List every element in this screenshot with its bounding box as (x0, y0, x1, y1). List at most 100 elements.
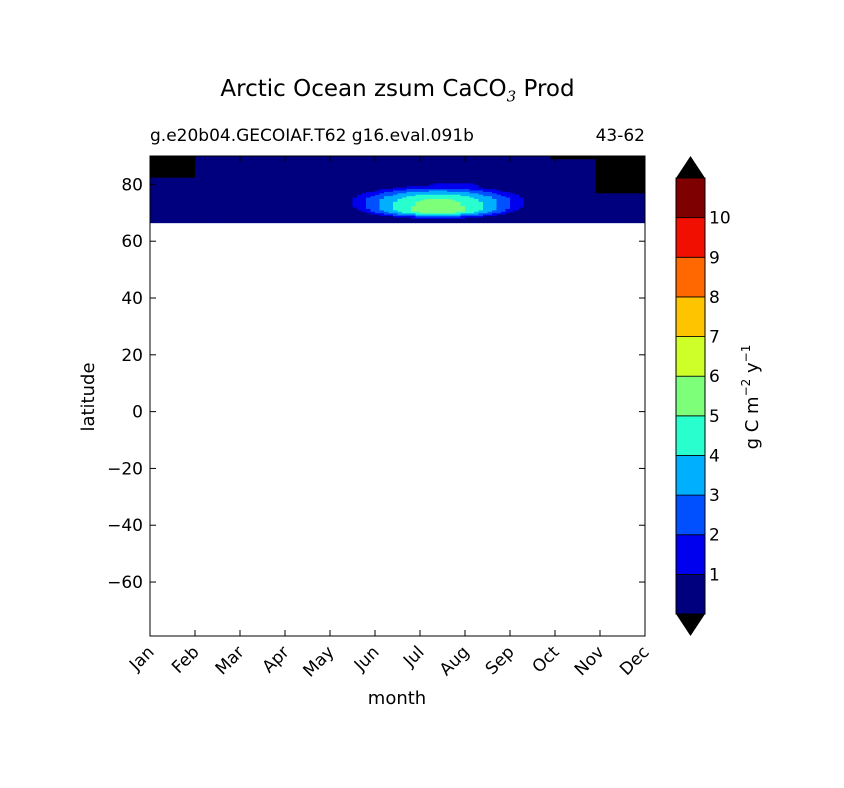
heatmap-cell (154, 173, 160, 175)
heatmap-cell (532, 171, 538, 174)
heatmap-cell (532, 156, 538, 158)
heatmap-cell (433, 211, 439, 214)
heatmap-cell (402, 184, 407, 187)
heatmap-cell (609, 192, 614, 195)
heatmap-cell (604, 187, 610, 190)
heatmap-cell (276, 202, 281, 205)
heatmap-cell (483, 175, 488, 178)
heatmap-cell (451, 218, 457, 221)
heatmap-cell (460, 212, 466, 215)
heatmap-cell (582, 215, 587, 218)
heatmap-cell (217, 170, 223, 173)
heatmap-cell (604, 171, 610, 174)
heatmap-cell (343, 167, 349, 170)
heatmap-cell (564, 167, 569, 170)
heatmap-cell (474, 194, 479, 197)
heatmap-cell (456, 158, 461, 161)
heatmap-cell (402, 175, 407, 178)
heatmap-cell (411, 174, 416, 177)
heatmap-cell (546, 197, 551, 199)
heatmap-cell (172, 215, 178, 218)
heatmap-cell (244, 198, 250, 201)
heatmap-cell (586, 180, 592, 182)
heatmap-cell (397, 185, 403, 188)
heatmap-cell (163, 197, 169, 199)
heatmap-cell (505, 214, 511, 217)
heatmap-cell (564, 160, 569, 163)
heatmap-cell (186, 187, 191, 190)
heatmap-cell (474, 185, 479, 188)
heatmap-cell (600, 161, 605, 164)
heatmap-cell (195, 190, 200, 192)
heatmap-cell (604, 173, 610, 175)
heatmap-cell (226, 219, 232, 222)
heatmap-cell (559, 195, 565, 198)
heatmap-cell (595, 170, 601, 173)
heatmap-cell (352, 174, 358, 177)
heatmap-cell (150, 208, 155, 211)
heatmap-cell (591, 217, 596, 219)
heatmap-cell (568, 187, 574, 190)
heatmap-cell (591, 209, 596, 212)
heatmap-cell (163, 164, 169, 167)
heatmap-cell (289, 174, 295, 177)
heatmap-cell (510, 158, 515, 161)
heatmap-cell (447, 168, 452, 171)
heatmap-cell (465, 185, 470, 188)
heatmap-cell (307, 191, 313, 194)
heatmap-cell (285, 165, 290, 168)
heatmap-cell (334, 219, 340, 222)
heatmap-cell (339, 187, 344, 190)
heatmap-cell (474, 168, 479, 171)
heatmap-cell (262, 157, 268, 160)
heatmap-cell (379, 204, 385, 207)
heatmap-cell (613, 197, 619, 199)
heatmap-cell (217, 180, 223, 182)
heatmap-cell (406, 182, 412, 185)
heatmap-cell (591, 177, 596, 180)
heatmap-cell (537, 215, 542, 218)
heatmap-cell (366, 170, 371, 173)
heatmap-cell (573, 209, 578, 212)
heatmap-cell (303, 191, 308, 194)
heatmap-cell (271, 185, 277, 188)
heatmap-cell (298, 168, 304, 171)
heatmap-cell (168, 178, 173, 181)
heatmap-cell (334, 177, 340, 180)
heatmap-cell (600, 221, 605, 224)
heatmap-cell (222, 207, 227, 209)
heatmap-cell (429, 212, 434, 215)
heatmap-cell (424, 158, 430, 161)
heatmap-cell (330, 170, 335, 173)
heatmap-cell (487, 161, 493, 164)
heatmap-cell (222, 182, 227, 185)
heatmap-cell (618, 157, 623, 160)
heatmap-cell (213, 157, 218, 160)
heatmap-cell (375, 214, 380, 217)
heatmap-cell (487, 212, 493, 215)
heatmap-cell (217, 205, 223, 208)
heatmap-cell (316, 173, 322, 175)
heatmap-cell (582, 185, 587, 188)
heatmap-cell (262, 175, 268, 178)
heatmap-cell (487, 217, 493, 219)
heatmap-cell (276, 165, 281, 168)
heatmap-cell (402, 161, 407, 164)
heatmap-cell (613, 170, 619, 173)
heatmap-cell (298, 181, 304, 184)
heatmap-cell (159, 192, 164, 195)
heatmap-cell (267, 170, 272, 173)
heatmap-cell (492, 218, 497, 221)
heatmap-cell (514, 194, 520, 197)
heatmap-cell (456, 181, 461, 184)
heatmap-cell (249, 212, 254, 215)
heatmap-cell (618, 221, 623, 224)
heatmap-cell (420, 184, 425, 187)
heatmap-cell (559, 191, 565, 194)
heatmap-cell (195, 177, 200, 180)
heatmap-cell (501, 187, 506, 190)
heatmap-cell (622, 180, 628, 182)
heatmap-cell (307, 158, 313, 161)
heatmap-cell (366, 174, 371, 177)
heatmap-cell (411, 194, 416, 197)
